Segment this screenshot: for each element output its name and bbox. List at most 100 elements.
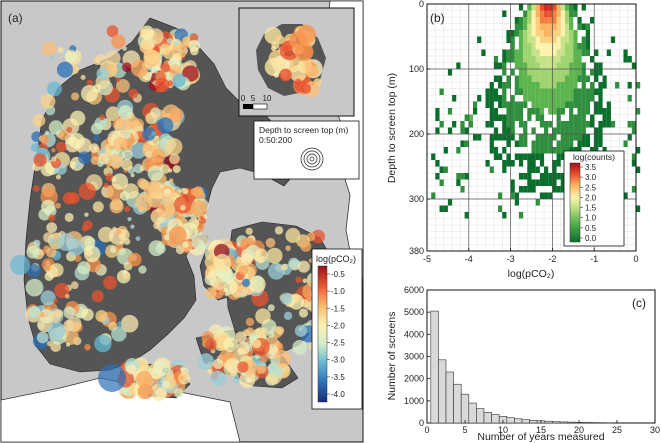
heatmap-cell [544,88,549,95]
heatmap-cell [531,82,536,89]
pco2-colorbar-legend: log(pCO₂) -0.5 -1.0 -1.5 -2.0 -2.5 -3.0 -3.5 -4… [311,248,363,410]
measurement-point [40,162,55,177]
heatmap-cell [598,134,603,141]
measurement-point [180,366,186,372]
heatmap-cell [506,75,511,82]
heatmap-cell [564,127,570,134]
heatmap-cell [569,62,574,69]
heatmap-cell [598,140,603,147]
heatmap-cell [518,160,524,167]
histogram-xtick: 0 [424,425,429,435]
measurement-point [117,321,122,327]
heatmap-cell [531,4,536,11]
heatmap-cell [560,88,565,95]
heatmap-cell [577,127,582,134]
histogram-bar [559,421,568,424]
measurement-point [288,294,305,310]
measurement-point [271,45,277,52]
measurement-point [49,263,64,277]
measurement-point [156,380,162,386]
measurement-point [47,81,62,97]
heatmap-cell [510,69,515,76]
heatmap-cell [535,147,540,154]
measurement-point [237,361,249,373]
heatmap-cell [539,88,545,95]
measurement-point [180,204,186,211]
heatmap-cell [581,23,586,30]
heatmap-cell [435,127,440,134]
measurement-point [158,201,176,219]
measurement-point [151,148,166,163]
heatmap-cell [577,56,582,63]
heatmap-cell [460,121,465,128]
measurement-point [66,126,73,133]
heatmap-cell [506,160,511,167]
measurement-point [124,206,131,212]
measurement-point [32,114,46,127]
heatmap-cell [556,75,561,82]
measurement-point [151,130,157,136]
heatmap-cell [518,153,524,160]
heatmap-cell [531,166,536,173]
heatmap-cell [552,75,557,82]
measurement-point [304,61,312,69]
measurement-point [78,151,91,165]
heatmap-cell [598,101,603,108]
heatmap-cell [523,121,528,128]
heatmap-cell [435,173,440,180]
heatmap-cell [489,88,494,95]
heatmap-xtick: -4 [465,254,473,264]
heatmap-cell [518,23,524,30]
heatmap-cell [544,17,549,24]
heatmap-cell [564,43,570,50]
heatmap-cell [518,43,524,50]
heatmap-cell [531,153,536,160]
heatmap-cell [552,101,557,108]
heatmap-ytick: 380 [409,246,424,256]
measurement-point [81,308,94,321]
measurement-point [154,77,170,93]
measurement-point [157,117,174,134]
measurement-point [64,293,70,299]
heatmap-cell [493,147,499,154]
heatmap-cell [548,140,553,147]
histogram-xtick: 30 [650,425,660,435]
heatmap-cell [523,23,528,30]
heatmap-cell [573,69,578,76]
measurement-point [133,163,144,174]
measurement-point [273,350,291,368]
measurement-point [126,364,137,375]
heatmap-cell [439,166,444,173]
measurement-point [138,265,147,274]
heatmap-cell [581,134,586,141]
measurement-point [137,178,148,189]
heatmap-cell [552,166,557,173]
heatmap-cell [548,69,553,76]
heatmap-cell [556,82,561,89]
heatmap-cell [489,140,494,147]
heatmap-cell [564,49,570,56]
heatmap-cell [544,62,549,69]
heatmap-cell [590,114,595,121]
heatmap-cell [564,101,570,108]
heatmap-cell [523,101,528,108]
heatmap-cell [544,56,549,63]
heatmap-cell [539,17,545,24]
heatmap-cell [531,160,536,167]
heatmap-cell [523,153,528,160]
heatmap-cell [523,69,528,76]
heatmap-cell [615,82,620,89]
measurement-point [98,313,107,322]
panel-b-label: (b) [430,11,445,25]
heatmap-cell [569,30,574,37]
heatmap-cell [527,88,532,95]
measurement-point [254,248,268,263]
measurement-point [98,364,126,392]
heatmap-cell [560,56,565,63]
heatmap-cell [606,121,611,128]
heatmap-cell [539,36,545,43]
heatmap-cell [502,212,507,219]
heatmap-cell [544,95,549,102]
heatmap-cell [577,43,582,50]
measurement-point [63,306,76,319]
